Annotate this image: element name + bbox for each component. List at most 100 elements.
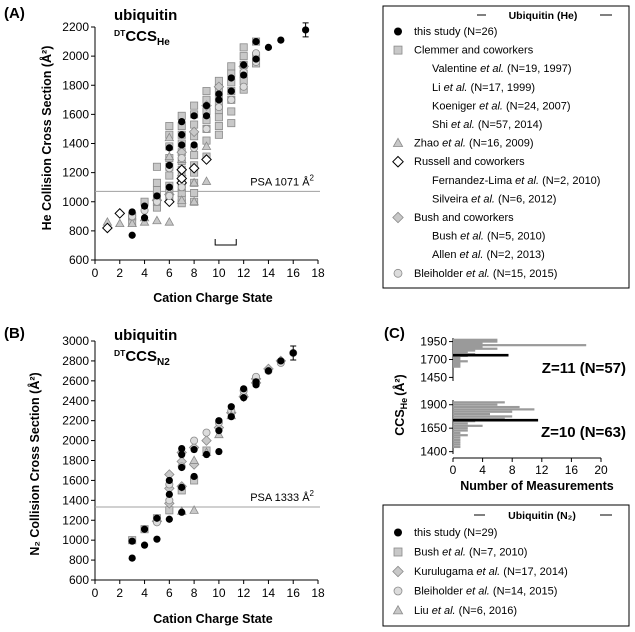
chart-a-xlabel: Cation Charge State — [153, 291, 273, 305]
data-point — [128, 554, 136, 562]
data-point — [178, 131, 186, 139]
data-point — [128, 231, 136, 239]
data-point — [227, 413, 235, 421]
data-point — [177, 154, 186, 163]
data-point — [202, 124, 211, 133]
series-russell-and-coworkers — [102, 154, 212, 234]
series-this-study — [128, 26, 310, 239]
data-point — [252, 55, 260, 63]
data-point — [277, 36, 285, 44]
legend-label-part: (N=2, 2010) — [539, 175, 600, 187]
legend-label-part: (N=17, 2014) — [500, 566, 568, 578]
legend-label-part: (N=6, 2012) — [495, 193, 556, 205]
hist-x-tick-label: 4 — [479, 463, 486, 477]
y-tick-label: 2200 — [62, 20, 89, 34]
legend-label-part: Li — [432, 82, 444, 94]
data-point — [190, 436, 199, 445]
data-point — [240, 385, 248, 393]
data-point — [127, 218, 137, 228]
chart-b-title-pre: DT — [114, 348, 126, 358]
legend-label-etal: et al. — [476, 566, 500, 578]
hist-y-tick-label: 1700 — [420, 353, 447, 367]
hist-bar — [453, 365, 461, 368]
data-point — [201, 435, 212, 446]
hist-bar — [453, 349, 476, 352]
data-point — [215, 447, 223, 456]
x-tick-label: 10 — [212, 266, 226, 280]
legend-label-etal: et al. — [442, 547, 466, 559]
histogram-z11: 1450 1700 1950 Z=11 (N=57) — [420, 335, 626, 385]
legend-label: Bush et al. (N=5, 2010) — [432, 231, 545, 243]
chart-b-title-main: CCS — [125, 348, 157, 365]
hist-bar — [453, 424, 483, 427]
hist-bar — [453, 360, 468, 363]
legend-b-frame — [382, 504, 630, 627]
legend-label-etal: et al. — [451, 119, 475, 131]
hist-bar — [453, 427, 468, 430]
psa-reference-label-sup: 2 — [310, 489, 315, 498]
hist-bar-highlight — [453, 353, 509, 357]
legend-label-part: (N=17, 1999) — [467, 82, 535, 94]
legend-label: Zhao et al. (N=16, 2009) — [414, 138, 534, 150]
chart-b-plot: 6008001000120014001600180020002200240026… — [62, 334, 325, 600]
panel-b: (B) ubiquitin DTCCSN2 600 800 1000 1200 1400… — [4, 325, 325, 626]
data-point — [140, 202, 149, 210]
chart-a-ylabel: He Collision Cross Section (Å²) — [39, 46, 54, 231]
data-point — [164, 216, 175, 226]
legend-marker — [392, 211, 404, 224]
data-point — [140, 525, 149, 533]
data-point — [202, 428, 211, 437]
legend-label-part: (N=15, 2015) — [490, 268, 558, 280]
x-tick-label: 18 — [311, 266, 325, 280]
data-point — [227, 87, 235, 95]
legend-label: Clemmer and coworkers — [414, 45, 534, 57]
data-point — [188, 162, 200, 174]
hist-x-tick-label: 20 — [594, 463, 608, 477]
legend-b-entries: this study (N=29) Bush et al. (N=7, 2010)… — [392, 527, 568, 617]
legend-label-etal: et al. — [466, 268, 490, 280]
legend-label: Allen et al. (N=2, 2013) — [432, 249, 545, 261]
hist-y-tick-label: 1950 — [420, 335, 447, 349]
hist-bar — [453, 408, 535, 411]
y-tick-label: 1600 — [62, 107, 89, 121]
series-this-study — [128, 349, 297, 562]
chart-b-title-line2: DTCCSN2 — [114, 348, 170, 368]
y-tick-label: 1600 — [62, 473, 89, 487]
data-point — [128, 208, 136, 216]
data-point — [165, 122, 174, 131]
data-point — [214, 122, 223, 131]
chart-c-ylabel: CCSHe (Å²) — [392, 374, 409, 435]
data-point — [165, 476, 173, 485]
data-point — [165, 490, 173, 498]
y-tick-label: 2400 — [62, 394, 89, 408]
hist-x-tick-label: 16 — [565, 463, 579, 477]
data-point — [189, 455, 199, 464]
data-point — [140, 214, 149, 222]
legend-label-part: Kurulugama — [414, 566, 476, 578]
y-tick-label: 2800 — [62, 354, 89, 368]
data-point — [164, 132, 175, 142]
legend-label-part: Bush — [432, 231, 460, 243]
hist-x-tick-label: 0 — [450, 463, 457, 477]
legend-label: Fernandez-Lima et al. (N=2, 2010) — [432, 175, 600, 187]
panel-c: (C) 1450 1700 1950 Z=11 (N=57) 1400 1650 1900 Z… — [384, 325, 626, 493]
data-point — [190, 189, 199, 198]
data-point — [214, 103, 223, 112]
x-tick-label: 6 — [166, 266, 173, 280]
y-tick-label: 2200 — [62, 414, 89, 428]
chart-a-title-main: CCS — [125, 28, 157, 45]
legend-label-part: (N=2, 2013) — [483, 249, 544, 261]
error-bar — [290, 345, 297, 361]
chart-c-ylabel-main: CCS — [393, 409, 407, 435]
legend-marker — [392, 565, 404, 578]
hist-bar — [453, 401, 505, 404]
x-tick-label: 0 — [92, 586, 99, 600]
y-tick-label: 600 — [69, 573, 89, 587]
legend-marker — [392, 137, 404, 147]
error-bar — [302, 22, 309, 38]
y-tick-label: 1000 — [62, 533, 89, 547]
legend-label-etal: et al. — [471, 193, 495, 205]
hist-bar — [453, 443, 461, 446]
legend-marker — [392, 604, 404, 615]
